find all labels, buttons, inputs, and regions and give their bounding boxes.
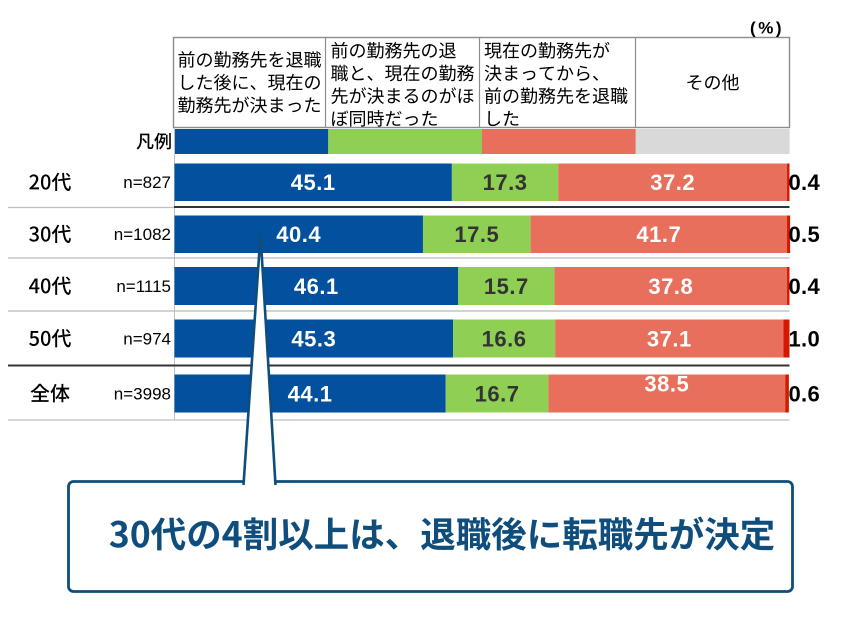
svg-text:16.7: 16.7 <box>475 382 520 407</box>
svg-text:44.1: 44.1 <box>288 382 333 407</box>
svg-text:n=1115: n=1115 <box>116 277 171 296</box>
svg-text:n=3998: n=3998 <box>114 385 171 404</box>
svg-text:37.1: 37.1 <box>647 327 692 352</box>
svg-text:0.5: 0.5 <box>789 222 820 247</box>
svg-text:15.7: 15.7 <box>484 274 529 299</box>
svg-text:0.6: 0.6 <box>789 382 820 407</box>
svg-text:45.1: 45.1 <box>291 170 336 195</box>
svg-text:17.3: 17.3 <box>483 170 528 195</box>
svg-text:46.1: 46.1 <box>294 274 339 299</box>
svg-text:37.2: 37.2 <box>650 170 695 195</box>
svg-text:(%): (%) <box>750 19 784 38</box>
svg-text:16.6: 16.6 <box>482 327 527 352</box>
svg-text:n=974: n=974 <box>123 330 171 349</box>
svg-text:41.7: 41.7 <box>636 222 681 247</box>
svg-text:1.0: 1.0 <box>789 327 820 352</box>
svg-text:45.3: 45.3 <box>291 327 336 352</box>
svg-text:n=827: n=827 <box>123 173 171 192</box>
svg-text:0.4: 0.4 <box>789 170 821 195</box>
svg-text:n=1082: n=1082 <box>114 225 171 244</box>
svg-text:17.5: 17.5 <box>454 222 499 247</box>
svg-text:37.8: 37.8 <box>648 274 693 299</box>
svg-text:40.4: 40.4 <box>276 222 321 247</box>
svg-text:0.4: 0.4 <box>789 274 821 299</box>
svg-text:38.5: 38.5 <box>644 372 689 397</box>
